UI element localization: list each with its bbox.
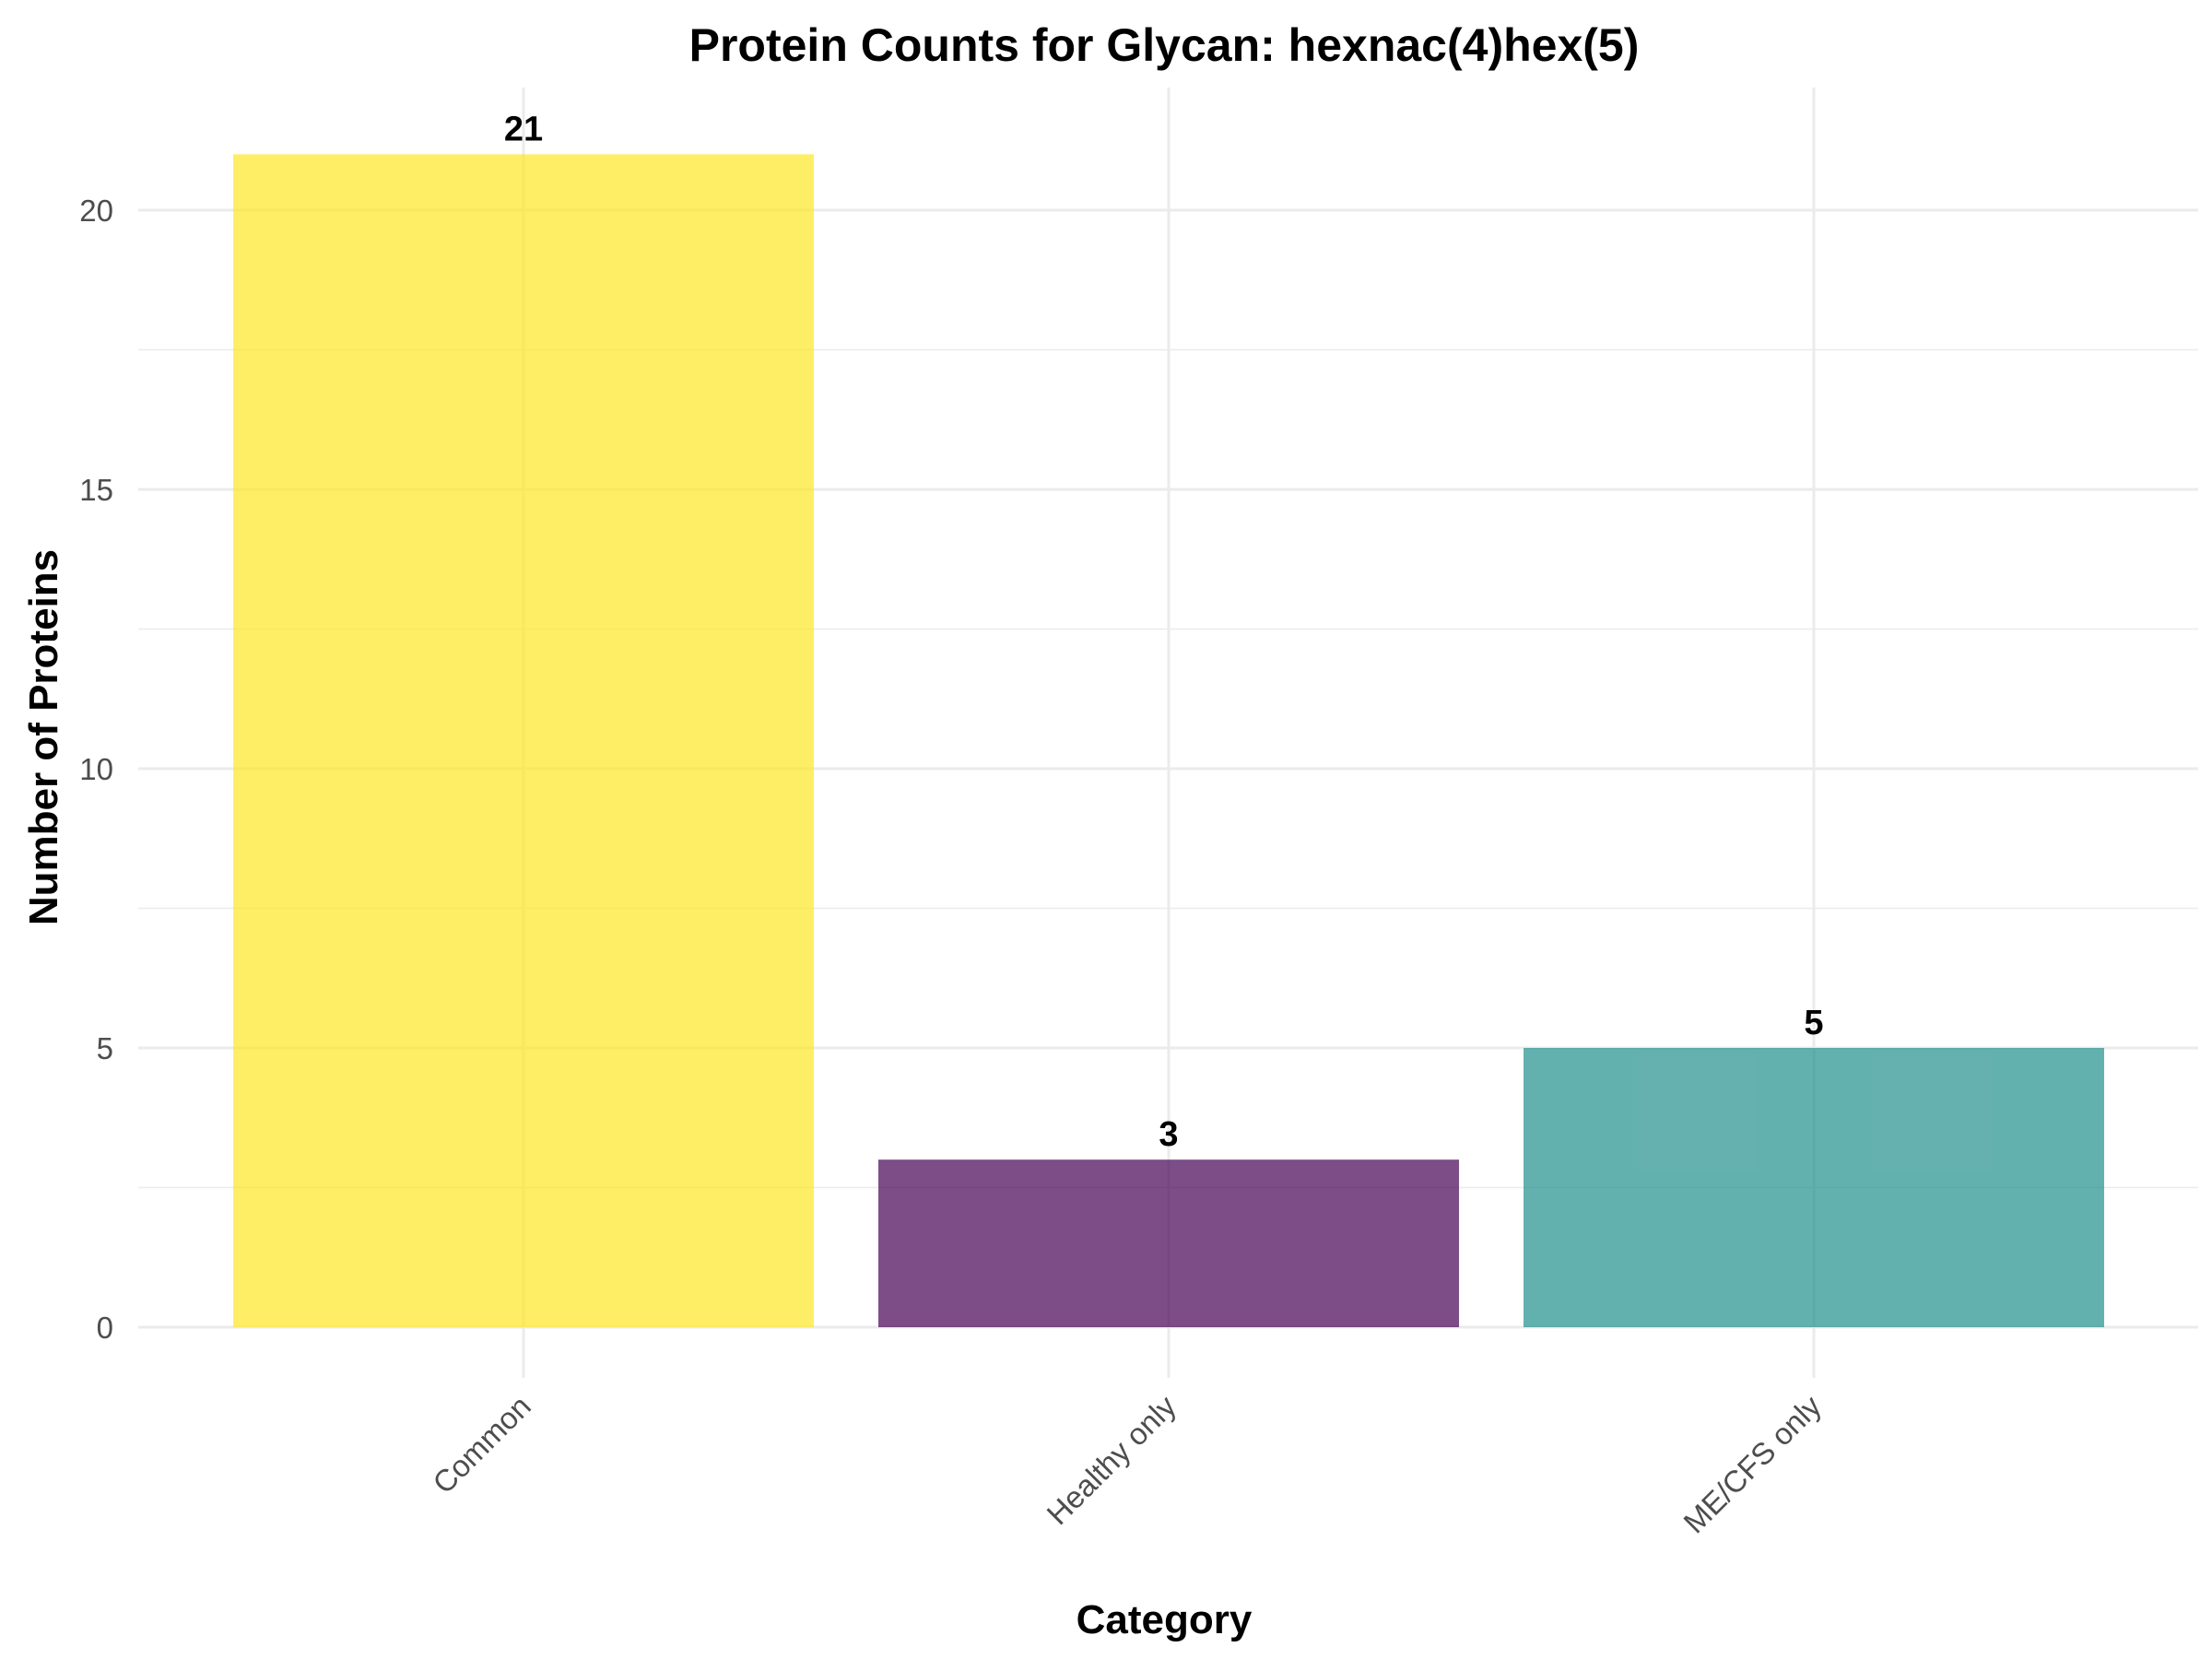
x-axis-ticks: Common Healthy only ME/CFS only xyxy=(426,1388,1828,1539)
y-tick-label: 10 xyxy=(79,752,113,786)
data-label: 21 xyxy=(504,110,543,148)
bar-me-cfs-only xyxy=(1524,1048,2104,1327)
bar-healthy-only xyxy=(878,1159,1459,1327)
y-tick-label: 0 xyxy=(97,1311,113,1345)
data-label: 5 xyxy=(1804,1004,1823,1042)
y-tick-label: 20 xyxy=(79,194,113,228)
x-tick-label: Healthy only xyxy=(1040,1388,1182,1531)
data-label: 3 xyxy=(1159,1115,1178,1154)
chart-title: Protein Counts for Glycan: hexnac(4)hex(… xyxy=(689,19,1640,71)
data-labels: 21 3 5 xyxy=(504,110,1824,1154)
x-axis-title: Category xyxy=(1077,1597,1253,1642)
y-axis-title: Number of Proteins xyxy=(21,549,66,925)
y-tick-label: 15 xyxy=(79,473,113,507)
x-tick-label: Common xyxy=(426,1389,537,1500)
bar-common xyxy=(233,154,814,1327)
y-tick-label: 5 xyxy=(97,1031,113,1065)
y-axis-ticks: 0 5 10 15 20 xyxy=(79,194,113,1345)
x-tick-label: ME/CFS only xyxy=(1677,1388,1828,1539)
bars xyxy=(233,154,2104,1327)
